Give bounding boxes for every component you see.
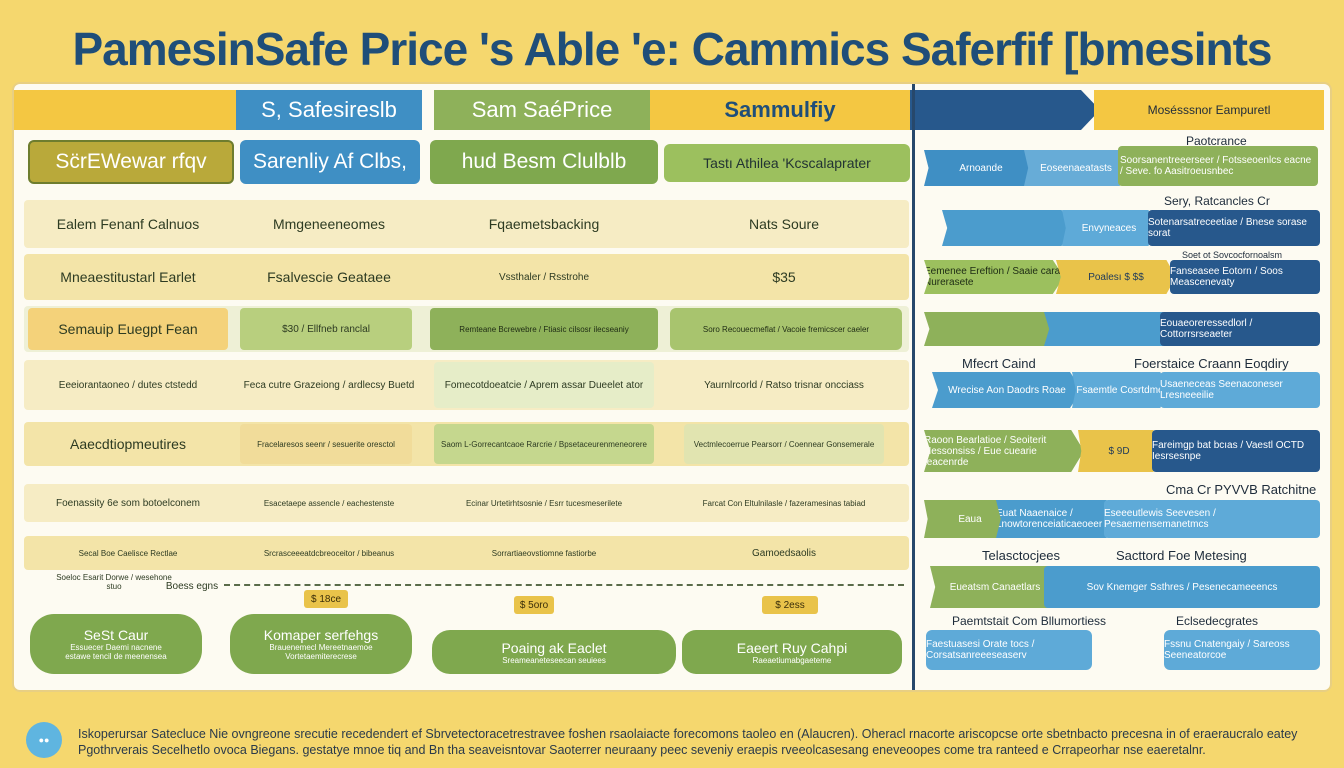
row4-c2: Fomecotdoeatcie / Aprem assar Dueelet at… xyxy=(434,362,654,408)
row3-label: Semauip Euegpt Fean xyxy=(28,308,228,350)
right-block-9-left: Faestuasesi Orate tocs / Corsatsanreeese… xyxy=(926,630,1092,670)
right-heading-9b: Eclsedecgrates xyxy=(1176,614,1259,628)
right-heading-2: Sery, Ratcancles Cr xyxy=(1164,194,1270,208)
price-tag-1: $ 18ce xyxy=(304,590,348,608)
bottom-pill-2: Komaper serfehgs Brauenemecl Mereetnaemo… xyxy=(230,614,412,674)
row-bg-2 xyxy=(24,254,909,300)
footer-line-2: Pgothrverais Secelhetlo ovoca Biegans. g… xyxy=(78,743,1206,757)
bottom-pill-4: Eaeert Ruy Cahpi Raeaetiumabgaeteme xyxy=(682,630,902,674)
row-bg-6 xyxy=(24,484,909,522)
right-block-3-left: Eemenee Ereftion / Saaie cara Nurerasete xyxy=(924,260,1064,294)
row5-c2: Saom L-Gorrecantcaoe Rarcrie / Bpsetaceu… xyxy=(434,424,654,464)
row4-c3: Yaurnlrcorld / Ratso trisnar oncciass xyxy=(704,379,864,391)
row1-c3: Nats Soure xyxy=(748,216,820,232)
header-col1: S, Safesireslb xyxy=(236,90,422,130)
row7-label: Secal Boe Caelisce Rectlae xyxy=(78,548,178,558)
price-tag-3: $ 2ess xyxy=(762,596,818,614)
right-block-4-right: Eouaeoreressedlorl / Cottorrsrseaeter xyxy=(1160,312,1320,346)
right-block-8-right: Sov Knemger Ssthres / Pesenecameeencs xyxy=(1044,566,1320,608)
dashed-label: Soeloc Esarit Dorwe / wesehone stuo xyxy=(56,573,172,591)
right-block-3-mid: Poalesı $ $$ xyxy=(1056,260,1176,294)
subheader-3: hud Besm Clulblb xyxy=(430,140,658,184)
right-block-2-mid: Envyneaces xyxy=(1062,210,1156,246)
right-block-4-left xyxy=(924,312,1060,346)
dashed-connector xyxy=(224,584,904,586)
row-bg-7 xyxy=(24,536,909,570)
footer-line-1: Iskoperursar Satecluce Nie ovngreone sre… xyxy=(78,727,1298,741)
panel-divider xyxy=(912,84,915,690)
row1-c2: Fqaemetsbacking xyxy=(488,216,600,232)
right-block-6-mid: $ 9D xyxy=(1078,430,1160,472)
footer-text: Iskoperursar Satecluce Nie ovngreone sre… xyxy=(78,726,1308,758)
right-block-3-right: Fanseasee Eotorn / Soos Meascenevaty xyxy=(1170,260,1320,294)
row7-c2: Sorrartiaeovstiomne fastiorbe xyxy=(491,548,597,558)
right-heading-1: Paotcrance xyxy=(1186,134,1247,148)
brand-logo-icon: ●● xyxy=(26,722,62,758)
right-block-2-left xyxy=(942,210,1072,246)
dashed-note: Boess egns xyxy=(165,580,219,592)
row1-c1: Mmgeneeneomes xyxy=(272,216,386,232)
right-block-2-right: Sotenarsatreceetiae / Bnese sorase sorat xyxy=(1148,210,1320,246)
header-col3: Sammulfiy xyxy=(650,90,910,130)
comparison-panel: S, Safesireslb Sam SaéPrice Sammulfiy Mo… xyxy=(12,82,1332,692)
row6-label: Foenassity 6e som botoelconem xyxy=(56,497,200,509)
bottom-pill-1: SeSt Caur Essuecer Daemi nacnene estawe … xyxy=(30,614,202,674)
right-heading-5: Mfecrt Caind xyxy=(962,356,1036,371)
right-block-5-right: Usaeneceas Seenaconeser Lresneeeilie xyxy=(1160,372,1320,408)
right-block-5-mid: Fsaemtle Cosrtdme xyxy=(1072,372,1168,408)
right-block-7-mid: Euat Naaenaice / Lnowtorenceiaticaeoeer xyxy=(996,500,1116,538)
row7-c3: Gamoedsaolis xyxy=(752,547,816,559)
right-heading-3: Soet ot Sovcocfornoalsm xyxy=(1182,250,1283,260)
row2-c1: Fsalvescie Geataee xyxy=(267,269,391,285)
row2-c3: $35 xyxy=(772,269,796,285)
right-block-1-left: Arnoande xyxy=(924,150,1038,186)
row4-label: Eeeiorantaoneo / dutes ctstedd xyxy=(58,379,198,391)
row6-c3: Farcat Con Eltulnilasle / fazeramesinas … xyxy=(702,498,866,508)
right-heading-8b: Sacttord Foe Metesing xyxy=(1116,548,1247,563)
header-band-yellow xyxy=(14,90,236,130)
right-block-7-right: Eseeeutlewis Seevesen / Pesaemensemanetm… xyxy=(1104,500,1320,538)
subheader-2: Sarenliy Af Clbs, xyxy=(240,140,420,184)
header-band-navy xyxy=(910,90,1100,130)
right-heading-5b: Foerstaice Craann Eoqdiry xyxy=(1134,356,1289,371)
row3-c3: Soro Recouecmeflat / Vacoie fremicscer c… xyxy=(670,308,902,350)
right-block-8-left: Eueatsm Canaetlars xyxy=(930,566,1060,608)
right-block-5-left: Wrecise Aon Daodrs Roae xyxy=(932,372,1082,408)
page-title: PamesinSafe Price 's Able 'e: Cammics Sa… xyxy=(72,23,1272,75)
row7-c1: Srcrasceeeatdcbreoceitor / bibeanus xyxy=(263,548,395,558)
subheader-1: Sc̈rEWewar rfqv xyxy=(28,140,234,184)
right-block-6-right: Fareimgp bat bcıas / Vaestl OCTD Iesrses… xyxy=(1152,430,1320,472)
right-block-6-left: Raoon Bearlatioe / Seoiterit Hessonsiss … xyxy=(924,430,1084,472)
right-block-1-right: Soorsanentreeerseer / Fotsseoenlcs eacne… xyxy=(1118,146,1318,186)
row5-label: Aaecdtiopmeutires xyxy=(70,436,186,452)
right-heading-7: Cma Cr PYVVB Ratchitne xyxy=(1166,482,1317,497)
row2-label: Mneaestitustarl Earlet xyxy=(60,269,196,285)
header-col4: Mosésssnor Eampuretl xyxy=(1094,90,1324,130)
right-block-4-mid xyxy=(1044,312,1174,346)
row5-c3: Vectmlecoerrue Pearsorr / Coennear Gonse… xyxy=(684,424,884,464)
right-heading-9: Paemtstait Com Bllumortiess xyxy=(952,614,1107,628)
row1-label: Ealem Fenanf Calnuos xyxy=(56,216,200,232)
row5-c1: Fracelaresos seenr / sesuerite oresctol xyxy=(240,424,412,464)
row3-c2: Remteane Bcrewebre / Ftiasic cilsosr ile… xyxy=(430,308,658,350)
row2-c2: Vssthaler / Rsstrohe xyxy=(498,271,590,283)
row-bg-1 xyxy=(24,200,909,248)
row6-c1: Esacetaepe assencle / eachestenste xyxy=(263,498,395,508)
row6-c2: Ecinar Urtetirhtsosnie / Esrr tucesmeser… xyxy=(465,498,623,508)
price-tag-2: $ 5oro xyxy=(514,596,554,614)
header-col2: Sam SaéPrice xyxy=(434,90,650,130)
right-heading-8: Telasctocjees xyxy=(982,548,1061,563)
bottom-pill-3: Poaing ak Eaclet Sreameaneteseecan seuie… xyxy=(432,630,676,674)
right-block-9-right: Fssnu Cnatengaiy / Sareoss Seeneatorcoe xyxy=(1164,630,1320,670)
right-block-1-mid: Eoseenaeatasts xyxy=(1024,150,1128,186)
row3-c1: $30 / Ellfneb ranclal xyxy=(240,308,412,350)
subheader-4: Tastı Athilea 'Kcscalaprater xyxy=(664,144,910,182)
row4-c1: Feca cutre Grazeiong / ardlecsy Buetd xyxy=(243,379,415,391)
